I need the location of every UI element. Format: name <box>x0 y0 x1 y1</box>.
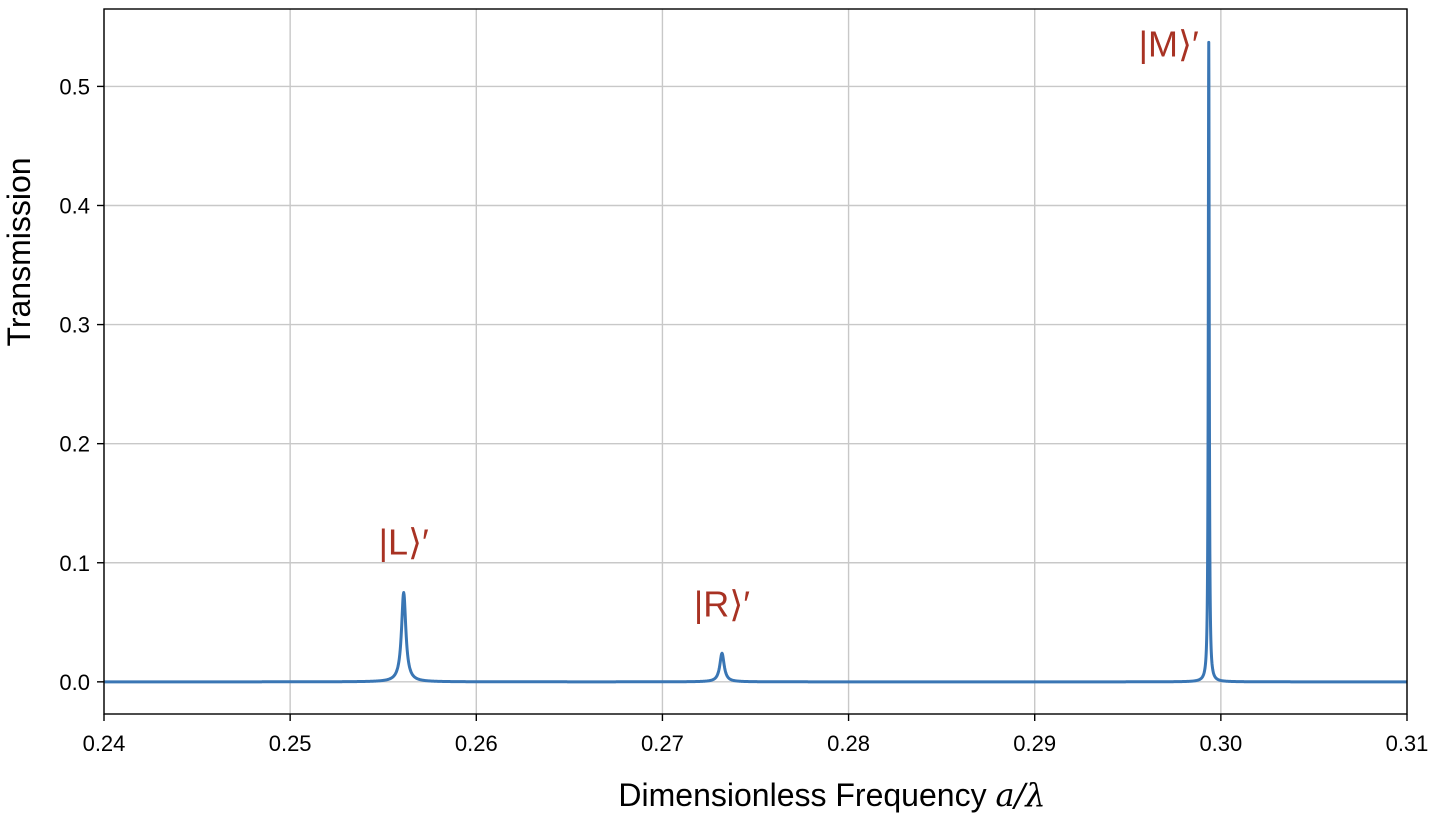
y-tick-label: 0.2 <box>59 432 90 457</box>
peak-label: |R⟩′ <box>694 583 750 624</box>
x-axis-title: Dimensionless Frequency a/λ <box>618 776 1045 814</box>
y-tick-label: 0.1 <box>59 551 90 576</box>
y-tick-label: 0.4 <box>59 193 90 218</box>
tick-marks <box>97 85 1408 721</box>
peak-label: |L⟩′ <box>379 521 429 562</box>
x-tick-label: 0.31 <box>1386 731 1429 756</box>
peak-label: |M⟩′ <box>1139 24 1199 65</box>
x-axis-title-text: Dimensionless Frequency <box>618 777 995 813</box>
x-tick-label: 0.27 <box>641 731 684 756</box>
x-tick-labels: 0.24 0.25 0.26 0.27 0.28 0.29 0.30 0.31 <box>83 731 1429 756</box>
y-tick-label: 0.0 <box>59 670 90 695</box>
grid-lines <box>103 9 1408 714</box>
x-tick-label: 0.29 <box>1013 731 1056 756</box>
x-tick-label: 0.30 <box>1199 731 1242 756</box>
y-axis-title: Transmission <box>1 157 37 346</box>
x-tick-label: 0.28 <box>827 731 870 756</box>
transmission-line <box>102 40 1409 684</box>
peak-annotations: |L⟩′ |R⟩′ |M⟩′ <box>379 24 1199 625</box>
x-tick-label: 0.26 <box>455 731 498 756</box>
y-tick-labels: 0.0 0.1 0.2 0.3 0.4 0.5 <box>59 74 90 694</box>
x-tick-label: 0.25 <box>269 731 312 756</box>
plot-frame <box>103 8 1408 715</box>
series-layer <box>102 40 1409 684</box>
y-tick-label: 0.5 <box>59 74 90 99</box>
x-axis-title-math: a/λ <box>995 776 1045 814</box>
y-tick-label: 0.3 <box>59 313 90 338</box>
x-tick-label: 0.24 <box>83 731 126 756</box>
